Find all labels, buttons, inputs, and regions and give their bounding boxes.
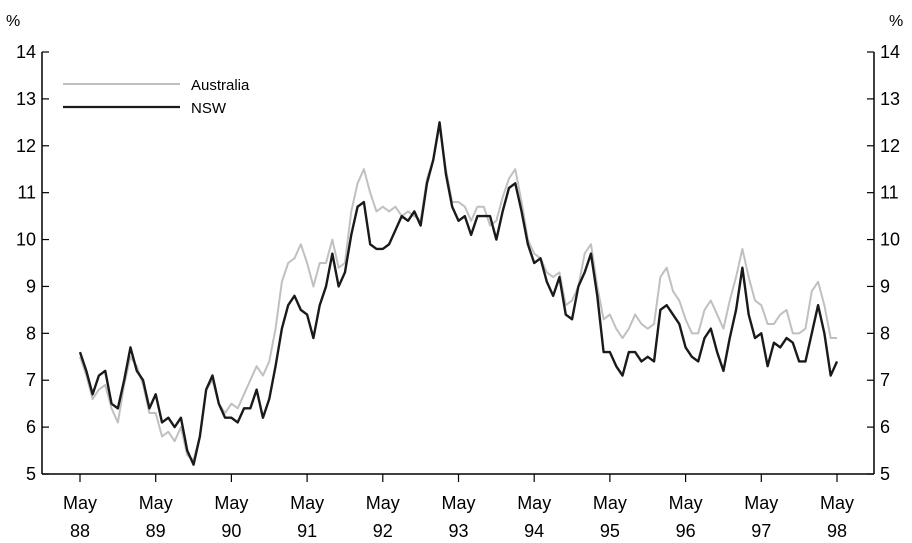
x-tick-label-year: 91 (297, 521, 317, 541)
y-tick-label-right: 12 (880, 136, 900, 156)
y-tick-label-right: 7 (880, 370, 890, 390)
x-tick-label-month: May (63, 493, 97, 513)
y-tick-label-right: 5 (880, 464, 890, 484)
y-tick-label-right: 10 (880, 230, 900, 250)
x-tick-label-year: 94 (524, 521, 544, 541)
y-tick-label-left: 5 (26, 464, 36, 484)
x-tick-label-year: 92 (373, 521, 393, 541)
x-tick-label-year: 93 (448, 521, 468, 541)
y-tick-label-left: 9 (26, 276, 36, 296)
y-tick-label-left: 8 (26, 323, 36, 343)
x-tick-label-month: May (139, 493, 173, 513)
x-tick-label-month: May (517, 493, 551, 513)
x-tick-label-month: May (441, 493, 475, 513)
x-tick-label-year: 96 (676, 521, 696, 541)
x-tick-label-month: May (290, 493, 324, 513)
x-tick-label-month: May (214, 493, 248, 513)
right-unit-label: % (889, 13, 903, 30)
y-tick-label-left: 10 (16, 230, 36, 250)
x-tick-label-month: May (366, 493, 400, 513)
y-tick-label-left: 6 (26, 417, 36, 437)
series-line-nsw (78, 121, 839, 466)
x-tick-label-year: 90 (221, 521, 241, 541)
x-tick-label-month: May (744, 493, 778, 513)
y-tick-label-right: 6 (880, 417, 890, 437)
legend-label-nsw: NSW (191, 100, 227, 117)
x-tick-label-month: May (669, 493, 703, 513)
y-tick-label-left: 12 (16, 136, 36, 156)
y-tick-label-left: 14 (16, 42, 36, 62)
y-tick-label-right: 13 (880, 89, 900, 109)
x-tick-label-year: 98 (827, 521, 847, 541)
y-tick-label-left: 13 (16, 89, 36, 109)
x-tick-label-year: 89 (146, 521, 166, 541)
series-line-australia (79, 126, 837, 461)
series-layer (78, 121, 839, 466)
x-tick-label-month: May (593, 493, 627, 513)
y-tick-label-left: 11 (17, 183, 36, 203)
y-tick-label-left: 7 (26, 370, 36, 390)
x-tick-label-month: May (820, 493, 854, 513)
x-tick-label-year: 95 (600, 521, 620, 541)
x-tick-label-year: 97 (751, 521, 771, 541)
legend-label-australia: Australia (191, 77, 250, 94)
y-tick-label-right: 14 (880, 42, 900, 62)
x-tick-label-year: 88 (70, 521, 90, 541)
left-unit-label: % (6, 13, 20, 30)
y-tick-label-right: 11 (880, 183, 899, 203)
y-tick-label-right: 8 (880, 323, 890, 343)
legend: Australia NSW (63, 77, 250, 117)
y-tick-label-right: 9 (880, 276, 890, 296)
